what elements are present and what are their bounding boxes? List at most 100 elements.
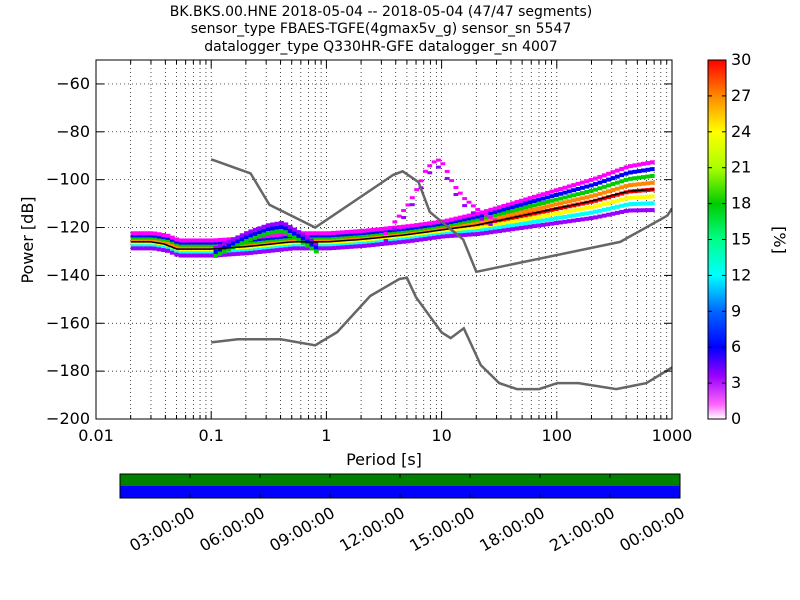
y-axis: −200 −180 −160 −140 −120 −100 −80 −60 [46, 74, 672, 428]
heatmap-cell [231, 241, 236, 246]
heatmap-cell [326, 237, 332, 242]
heatmap-cell [191, 244, 197, 249]
heatmap-cell [283, 234, 289, 239]
heatmap-cell [396, 240, 402, 245]
heatmap-cell [322, 237, 328, 242]
heatmap-cell [645, 208, 651, 213]
heatmap-cell [148, 237, 153, 242]
heatmap-cell [244, 235, 249, 240]
heatmap-cell [344, 230, 350, 235]
heatmap-cell [361, 243, 367, 248]
heatmap-cell [532, 203, 537, 208]
heatmap-cell [361, 241, 367, 246]
heatmap-cell [532, 219, 537, 224]
heatmap-cell [453, 193, 459, 197]
heatmap-cell [374, 238, 380, 243]
heatmap-cell [606, 200, 612, 205]
timeline-tick-label: 12:00:00 [336, 503, 408, 555]
heatmap-cell [588, 177, 594, 182]
heatmap-cell [527, 216, 533, 221]
heatmap-cell [165, 233, 171, 238]
heatmap-cell [409, 230, 415, 235]
heatmap-cell [427, 232, 433, 237]
heatmap-cell [610, 211, 616, 216]
heatmap-cell [505, 227, 511, 232]
heatmap-cell [553, 188, 559, 193]
heatmap-cell [409, 234, 415, 239]
heatmap-cell [593, 176, 598, 181]
heatmap-cell [593, 187, 598, 192]
heatmap-cell [505, 202, 511, 207]
grid-lines [96, 60, 672, 419]
heatmap-cell [619, 166, 625, 171]
heatmap-cell [209, 253, 215, 258]
heatmap-cell [196, 240, 201, 245]
heatmap-cell [130, 237, 136, 242]
heatmap-cell [379, 226, 385, 231]
heatmap-cell [405, 230, 411, 235]
heatmap-cell [174, 252, 180, 257]
heatmap-cell [348, 244, 354, 249]
heatmap-cell [444, 220, 450, 225]
heatmap-cell [601, 184, 607, 189]
noise-model-high [210, 158, 672, 274]
heatmap-cell [641, 194, 646, 199]
heatmap-cell [174, 241, 180, 246]
heatmap-cell [309, 231, 315, 236]
heatmap-cell [549, 203, 555, 208]
heatmap-cell [549, 189, 555, 194]
heatmap-cell [148, 242, 153, 247]
y-tick-label: −60 [56, 74, 90, 93]
heatmap-cell [527, 208, 533, 213]
heatmap-cell [204, 240, 210, 245]
heatmap-cell [492, 216, 498, 221]
heatmap-cell [579, 185, 585, 190]
heatmap-cell [566, 214, 572, 219]
heatmap-cell [366, 234, 372, 239]
heatmap-cell [296, 238, 302, 243]
heatmap-cell [540, 192, 546, 197]
heatmap-cell [579, 212, 585, 217]
heatmap-cell [388, 241, 393, 246]
heatmap-cell [527, 224, 533, 229]
heatmap-cell [248, 242, 254, 247]
heatmap-cell [593, 204, 598, 209]
heatmap-cell [331, 235, 337, 240]
heatmap-cell [510, 205, 516, 210]
heatmap-cell [409, 223, 415, 228]
heatmap-cell [305, 235, 311, 240]
heatmap-cell [549, 198, 555, 203]
heatmap-cell [287, 244, 293, 249]
heatmap-cell [309, 246, 315, 251]
heatmap-cell [497, 229, 502, 234]
heatmap-cell [274, 221, 280, 226]
heatmap-cell [558, 191, 564, 196]
heatmap-cell [632, 195, 638, 200]
heatmap-cell [322, 231, 328, 236]
heatmap-cell [488, 207, 494, 212]
heatmap-cell [278, 239, 284, 244]
heatmap-cell [152, 244, 158, 249]
heatmap-cell [571, 198, 577, 203]
heatmap-cell [261, 238, 267, 243]
heatmap-cell [575, 181, 581, 186]
heatmap-cell [401, 216, 407, 220]
heatmap-cell [222, 252, 228, 257]
heatmap-cell [457, 191, 463, 195]
heatmap-cell [300, 232, 306, 237]
heatmap-cell [462, 204, 468, 208]
heatmap-cell [248, 250, 254, 255]
heatmap-cell [226, 239, 232, 244]
heatmap-cell [265, 244, 271, 249]
heatmap-cell [636, 182, 642, 187]
heatmap-cell [161, 239, 167, 244]
heatmap-cell [497, 212, 502, 217]
heatmap-cell [588, 194, 594, 199]
heatmap-cell [322, 235, 328, 240]
heatmap-cell [348, 242, 354, 247]
heatmap-cell [523, 225, 529, 230]
heatmap-cell [532, 207, 537, 212]
heatmap-cell [370, 232, 376, 237]
heatmap-cell [575, 207, 581, 212]
heatmap-cell [462, 217, 468, 222]
